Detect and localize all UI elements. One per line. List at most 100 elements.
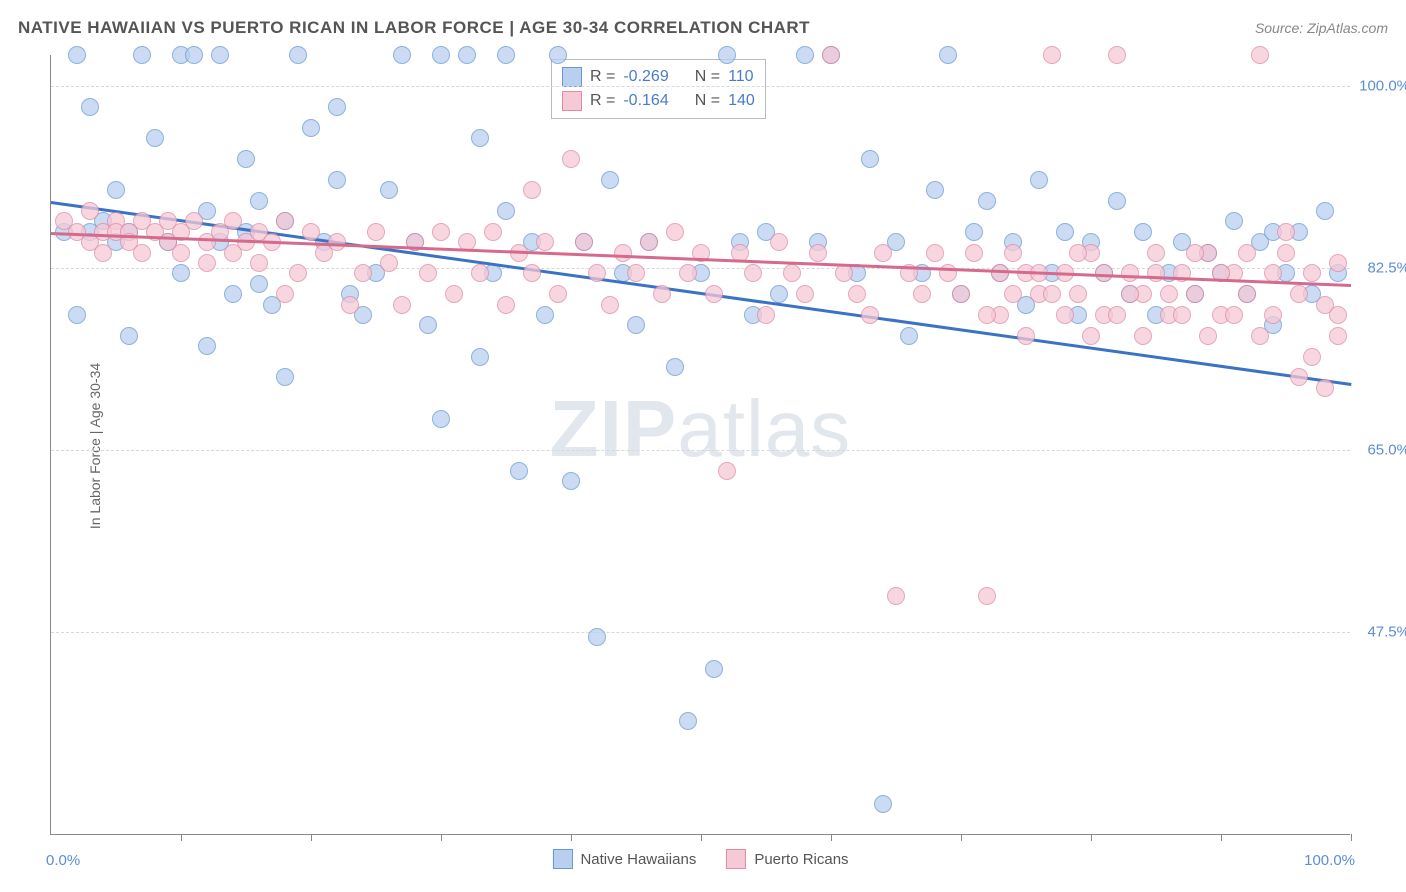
scatter-point: [432, 410, 450, 428]
scatter-point: [1238, 244, 1256, 262]
scatter-point: [627, 316, 645, 334]
scatter-point: [562, 150, 580, 168]
scatter-point: [874, 795, 892, 813]
x-tick: [441, 834, 442, 841]
legend-item: Puerto Ricans: [726, 849, 848, 869]
scatter-point: [848, 285, 866, 303]
scatter-point: [640, 233, 658, 251]
scatter-point: [458, 46, 476, 64]
scatter-point: [1225, 306, 1243, 324]
scatter-point: [536, 306, 554, 324]
chart-title: NATIVE HAWAIIAN VS PUERTO RICAN IN LABOR…: [18, 18, 810, 38]
r-label: R =: [590, 68, 615, 86]
scatter-point: [393, 296, 411, 314]
scatter-point: [1277, 244, 1295, 262]
scatter-point: [276, 212, 294, 230]
scatter-point: [978, 306, 996, 324]
legend-label: Puerto Ricans: [754, 851, 848, 868]
scatter-point: [1108, 46, 1126, 64]
scatter-point: [965, 244, 983, 262]
scatter-point: [718, 462, 736, 480]
scatter-point: [367, 223, 385, 241]
x-tick: [1221, 834, 1222, 841]
scatter-point: [250, 192, 268, 210]
title-bar: NATIVE HAWAIIAN VS PUERTO RICAN IN LABOR…: [18, 18, 1388, 38]
r-label: R =: [590, 92, 615, 110]
scatter-point: [991, 264, 1009, 282]
scatter-point: [328, 171, 346, 189]
scatter-point: [497, 202, 515, 220]
y-tick-label: 82.5%: [1355, 260, 1406, 277]
series-swatch: [562, 67, 582, 87]
scatter-point: [874, 244, 892, 262]
scatter-point: [341, 296, 359, 314]
scatter-point: [185, 46, 203, 64]
scatter-point: [1069, 244, 1087, 262]
scatter-point: [393, 46, 411, 64]
scatter-point: [1134, 327, 1152, 345]
scatter-point: [419, 316, 437, 334]
x-tick: [571, 834, 572, 841]
y-tick-label: 47.5%: [1355, 624, 1406, 641]
scatter-point: [81, 98, 99, 116]
scatter-point: [783, 264, 801, 282]
scatter-point: [1329, 306, 1347, 324]
scatter-point: [419, 264, 437, 282]
scatter-point: [510, 462, 528, 480]
scatter-point: [289, 46, 307, 64]
scatter-point: [1316, 379, 1334, 397]
scatter-point: [172, 264, 190, 282]
trend-line: [51, 201, 1351, 386]
scatter-point: [224, 285, 242, 303]
scatter-point: [497, 46, 515, 64]
scatter-point: [718, 46, 736, 64]
scatter-point: [822, 46, 840, 64]
scatter-point: [1329, 327, 1347, 345]
scatter-point: [237, 150, 255, 168]
scatter-point: [757, 306, 775, 324]
scatter-point: [536, 233, 554, 251]
scatter-point: [1134, 223, 1152, 241]
scatter-point: [705, 660, 723, 678]
scatter-point: [1277, 223, 1295, 241]
scatter-point: [1160, 285, 1178, 303]
scatter-point: [861, 150, 879, 168]
gridline: [51, 632, 1350, 633]
scatter-point: [562, 472, 580, 490]
scatter-point: [471, 264, 489, 282]
scatter-point: [1186, 244, 1204, 262]
scatter-point: [1238, 285, 1256, 303]
scatter-point: [1316, 202, 1334, 220]
scatter-point: [1264, 306, 1282, 324]
scatter-point: [107, 181, 125, 199]
scatter-point: [302, 223, 320, 241]
scatter-point: [146, 129, 164, 147]
scatter-point: [1251, 46, 1269, 64]
scatter-point: [1173, 306, 1191, 324]
scatter-point: [120, 327, 138, 345]
scatter-point: [926, 244, 944, 262]
scatter-point: [523, 181, 541, 199]
scatter-point: [185, 212, 203, 230]
n-value: 140: [728, 92, 755, 110]
scatter-point: [705, 285, 723, 303]
scatter-point: [1199, 327, 1217, 345]
watermark: ZIPatlas: [550, 383, 851, 475]
scatter-point: [432, 46, 450, 64]
scatter-point: [627, 264, 645, 282]
scatter-point: [1043, 285, 1061, 303]
scatter-point: [1056, 306, 1074, 324]
scatter-point: [1017, 327, 1035, 345]
scatter-point: [666, 358, 684, 376]
scatter-point: [614, 244, 632, 262]
plot-area: ZIPatlas R =-0.269N = 110R =-0.164N = 14…: [50, 55, 1350, 835]
scatter-point: [380, 254, 398, 272]
scatter-point: [952, 285, 970, 303]
scatter-point: [1121, 285, 1139, 303]
scatter-point: [1121, 264, 1139, 282]
legend-label: Native Hawaiians: [580, 851, 696, 868]
scatter-point: [250, 254, 268, 272]
x-tick: [701, 834, 702, 841]
scatter-point: [289, 264, 307, 282]
scatter-point: [965, 223, 983, 241]
